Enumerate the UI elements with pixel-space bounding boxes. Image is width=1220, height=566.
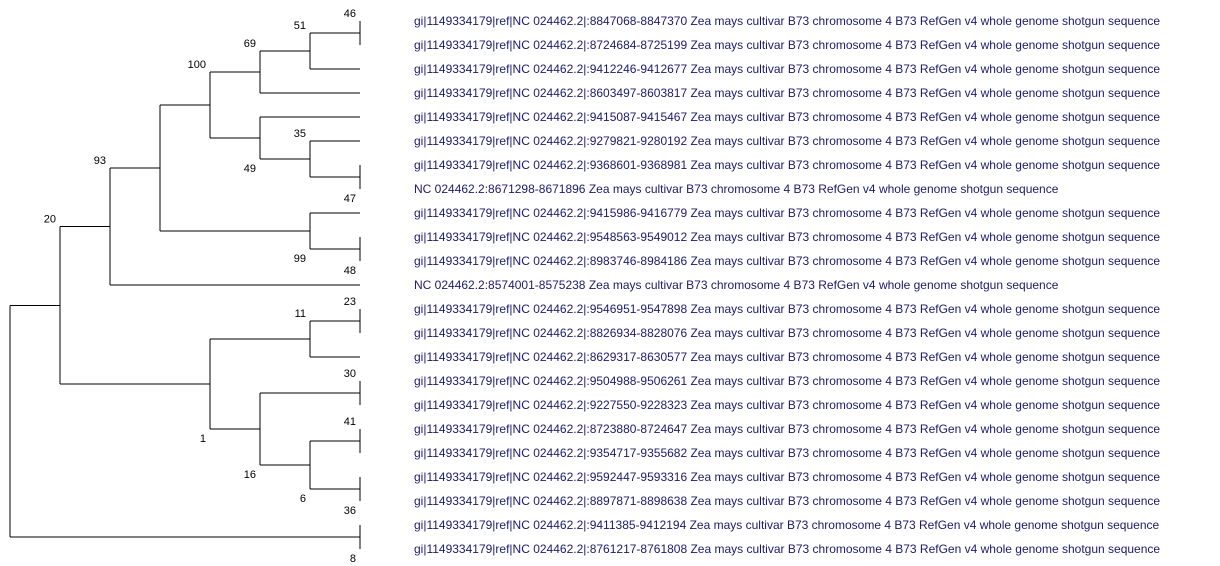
leaf-label: gi|1149334179|ref|NC 024462.2|:9412246-9…: [414, 62, 1160, 76]
bootstrap-value: 93: [94, 155, 106, 167]
leaf-label: gi|1149334179|ref|NC 024462.2|:9354717-9…: [414, 446, 1160, 460]
leaf-label: gi|1149334179|ref|NC 024462.2|:9227550-9…: [414, 398, 1160, 412]
leaf-label: NC 024462.2:8574001-8575238 Zea mays cul…: [414, 278, 1059, 292]
leaf-label: gi|1149334179|ref|NC 024462.2|:9411385-9…: [414, 518, 1160, 532]
leaf-label: gi|1149334179|ref|NC 024462.2|:9368601-9…: [414, 158, 1160, 172]
bootstrap-value: 11: [295, 308, 306, 320]
leaf-label: gi|1149334179|ref|NC 024462.2|:9415986-9…: [414, 206, 1160, 220]
bootstrap-value: 36: [344, 505, 356, 517]
bootstrap-value: 46: [344, 8, 356, 20]
bootstrap-value: 49: [244, 163, 256, 175]
bootstrap-value: 20: [44, 214, 56, 226]
bootstrap-value: 16: [244, 469, 256, 481]
bootstrap-value: 99: [294, 253, 306, 265]
leaf-labels: gi|1149334179|ref|NC 024462.2|:8847068-8…: [414, 14, 1160, 556]
bootstrap-value: 6: [300, 493, 306, 505]
bootstrap-value: 30: [344, 368, 356, 380]
bootstrap-value: 51: [294, 20, 306, 32]
leaf-label: gi|1149334179|ref|NC 024462.2|:9546951-9…: [414, 302, 1160, 316]
leaf-label: gi|1149334179|ref|NC 024462.2|:8723880-8…: [414, 422, 1160, 436]
leaf-label: gi|1149334179|ref|NC 024462.2|:9279821-9…: [414, 134, 1160, 148]
bootstrap-value: 41: [344, 416, 356, 428]
leaf-label: gi|1149334179|ref|NC 024462.2|:8826934-8…: [414, 326, 1160, 340]
leaf-label: gi|1149334179|ref|NC 024462.2|:8983746-8…: [414, 254, 1160, 268]
leaf-label: gi|1149334179|ref|NC 024462.2|:8847068-8…: [414, 14, 1160, 28]
bootstrap-value: 48: [344, 265, 356, 277]
leaf-label: NC 024462.2:8671298-8671896 Zea mays cul…: [414, 182, 1059, 196]
leaf-label: gi|1149334179|ref|NC 024462.2|:9504988-9…: [414, 374, 1160, 388]
leaf-label: gi|1149334179|ref|NC 024462.2|:8897871-8…: [414, 494, 1160, 508]
leaf-label: gi|1149334179|ref|NC 024462.2|:8603497-8…: [414, 86, 1160, 100]
bootstrap-value: 23: [344, 296, 356, 308]
bootstrap-value: 69: [244, 38, 256, 50]
bootstrap-value: 47: [344, 193, 356, 205]
tree-branches: [9, 21, 361, 549]
leaf-label: gi|1149334179|ref|NC 024462.2|:9592447-9…: [414, 470, 1160, 484]
leaf-label: gi|1149334179|ref|NC 024462.2|:8724684-8…: [414, 38, 1160, 52]
bootstrap-value: 35: [294, 128, 306, 140]
bootstrap-value: 1: [200, 433, 206, 445]
bootstrap-value: 8: [350, 553, 356, 565]
bootstrap-value: 100: [188, 59, 206, 71]
leaf-label: gi|1149334179|ref|NC 024462.2|:9415087-9…: [414, 110, 1160, 124]
leaf-label: gi|1149334179|ref|NC 024462.2|:9548563-9…: [414, 230, 1160, 244]
leaf-label: gi|1149334179|ref|NC 024462.2|:8761217-8…: [414, 542, 1160, 556]
leaf-label: gi|1149334179|ref|NC 024462.2|:8629317-8…: [414, 350, 1160, 364]
